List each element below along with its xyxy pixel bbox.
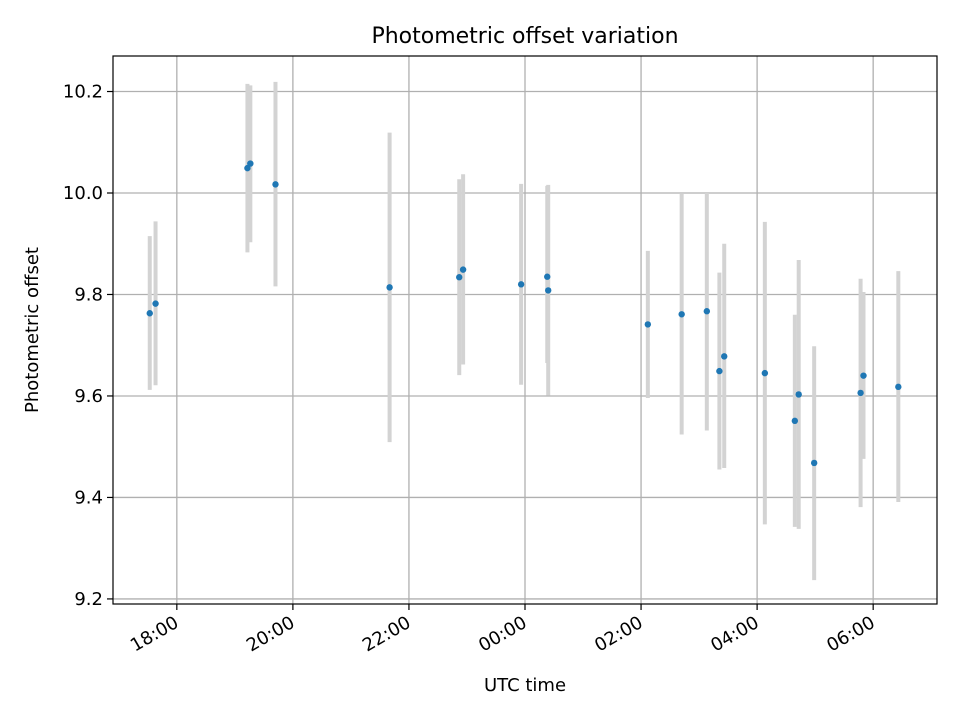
data-point (544, 273, 551, 280)
data-point (791, 417, 799, 425)
data-point (644, 321, 652, 328)
x-tick-label: 22:00 (359, 612, 414, 656)
errorbars (147, 81, 901, 581)
x-tick-label: 02:00 (591, 612, 646, 656)
data-points (146, 160, 902, 467)
chart-title: Photometric offset variation (371, 24, 678, 49)
x-tick-label: 04:00 (707, 612, 762, 656)
y-axis-ticks: 9.2 9.4 9.6 9.8 10.0 10.2 (63, 82, 113, 610)
data-point (721, 353, 728, 360)
y-axis-label: Photometric offset (22, 247, 43, 413)
y-tick-label: 9.2 (74, 589, 103, 610)
x-axis-label: UTC time (484, 675, 566, 696)
data-point (860, 372, 867, 379)
data-point (152, 300, 159, 307)
x-tick-label: 00:00 (475, 612, 530, 656)
data-point (517, 281, 525, 288)
data-point (703, 308, 711, 315)
x-tick-label: 20:00 (243, 612, 298, 656)
data-point (146, 310, 153, 317)
data-point (810, 459, 818, 467)
data-point (545, 287, 552, 294)
x-tick-label: 18:00 (127, 612, 182, 656)
data-point (386, 284, 393, 291)
y-tick-label: 9.4 (74, 487, 103, 508)
x-tick-label: 06:00 (823, 612, 878, 656)
data-point (244, 164, 251, 172)
data-point (716, 367, 723, 375)
data-point (857, 389, 864, 397)
y-tick-label: 9.6 (74, 386, 103, 407)
data-point (678, 311, 685, 318)
data-point (895, 383, 902, 391)
y-tick-label: 9.8 (74, 284, 103, 305)
data-point (456, 274, 463, 281)
data-point (459, 266, 467, 273)
data-point (761, 369, 769, 377)
y-tick-label: 10.0 (63, 183, 103, 204)
data-point (247, 160, 254, 167)
data-point (272, 181, 279, 188)
y-tick-label: 10.2 (63, 82, 103, 103)
data-point (795, 391, 802, 398)
x-axis-ticks: 18:00 20:00 22:00 00:00 02:00 04:00 06:00 (127, 604, 879, 656)
